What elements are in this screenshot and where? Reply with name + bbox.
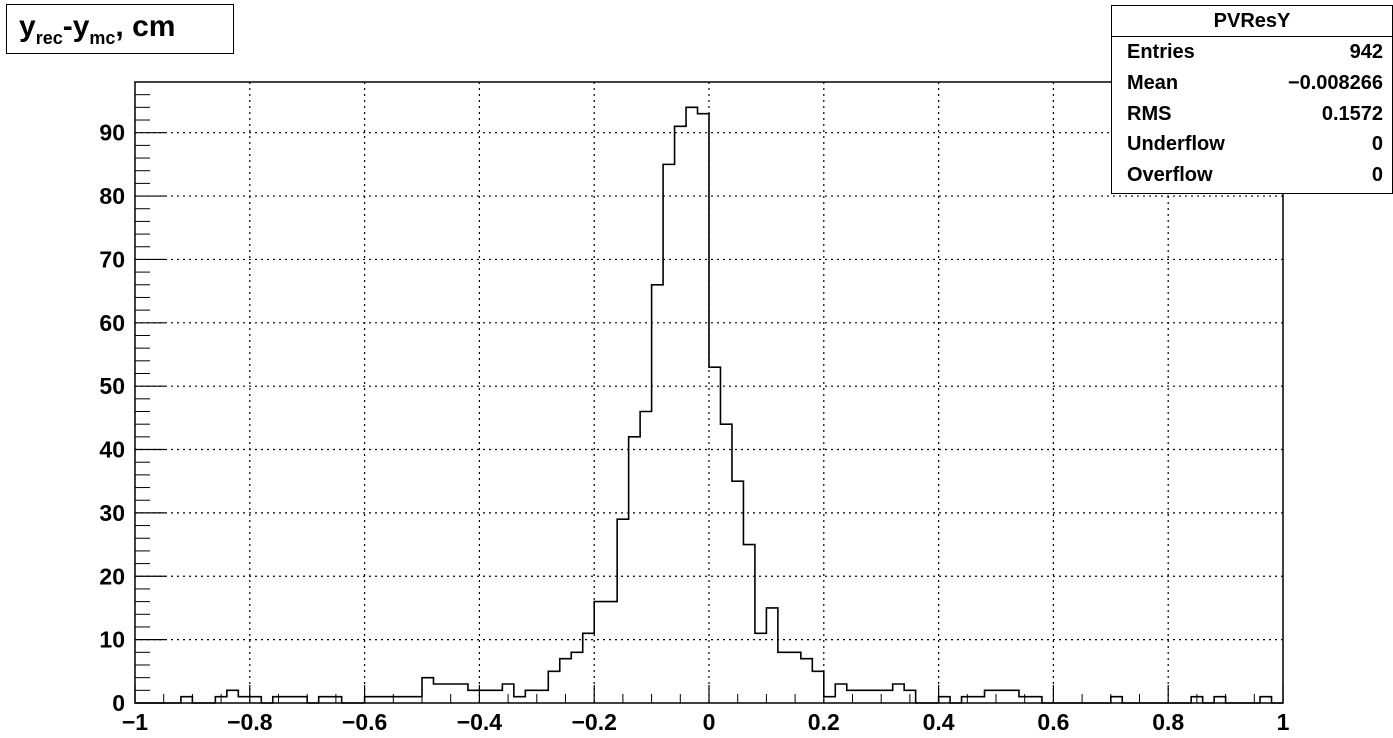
stat-value: 0: [1371, 133, 1383, 156]
y-tick-label: 20: [99, 563, 125, 589]
stats-box: PVResY Entries 942 Mean −0.008266 RMS 0.…: [1111, 5, 1393, 194]
stat-row-overflow: Overflow 0: [1112, 160, 1392, 191]
x-tick-label: −0.2: [571, 709, 616, 735]
y-tick-label: 70: [99, 246, 125, 272]
x-tick-label: 0.8: [1152, 709, 1184, 735]
y-tick-label: 60: [99, 310, 125, 336]
x-tick-label: 0.6: [1037, 709, 1069, 735]
title-sub-mc: mc: [89, 28, 116, 48]
stat-label: Overflow: [1127, 164, 1213, 187]
stat-value: 0: [1371, 164, 1383, 187]
stat-value: 942: [1349, 41, 1383, 63]
histogram-title: yrec-ymc, cm: [6, 4, 234, 54]
stat-value: −0.008266: [1287, 71, 1383, 94]
stat-value: 0.1572: [1321, 102, 1383, 125]
y-tick-label: 40: [99, 437, 125, 463]
x-tick-label: −0.8: [227, 709, 273, 735]
stats-title: PVResY: [1112, 6, 1392, 37]
stat-label: Underflow: [1127, 133, 1225, 156]
title-unit: , cm: [115, 10, 176, 43]
x-tick-label: −1: [122, 709, 148, 735]
y-tick-label: 90: [99, 120, 125, 146]
stat-row-mean: Mean −0.008266: [1112, 68, 1392, 99]
x-tick-label: 0.2: [808, 709, 840, 735]
title-var-y2: -y: [62, 10, 90, 43]
x-tick-label: 0.4: [923, 709, 955, 735]
y-tick-label: 80: [99, 183, 125, 209]
histogram-line: [135, 106, 1283, 704]
tick-labels: −1 −0.8 −0.6 −0.4 −0.2 0 0.2 0.4 0.6 0.8 101020304…: [99, 120, 1289, 735]
x-tick-label: −0.6: [342, 709, 387, 735]
x-tick-label: 0: [703, 709, 716, 735]
stat-label: Mean: [1127, 71, 1179, 94]
y-tick-label: 50: [99, 373, 125, 399]
stat-label: RMS: [1127, 102, 1172, 125]
stat-row-rms: RMS 0.1572: [1112, 99, 1392, 130]
x-tick-label: 1: [1277, 709, 1290, 735]
y-tick-label: 30: [99, 500, 125, 526]
title-sub-rec: rec: [35, 28, 63, 48]
x-tick-label: −0.4: [457, 709, 503, 735]
stat-label: Entries: [1127, 41, 1195, 63]
stat-row-entries: Entries 942: [1112, 37, 1392, 68]
y-tick-label: 0: [112, 690, 125, 716]
y-tick-label: 10: [99, 627, 125, 653]
title-var-y: y: [19, 10, 36, 43]
stat-row-underflow: Underflow 0: [1112, 129, 1392, 160]
axis-ticks: [134, 81, 1284, 704]
